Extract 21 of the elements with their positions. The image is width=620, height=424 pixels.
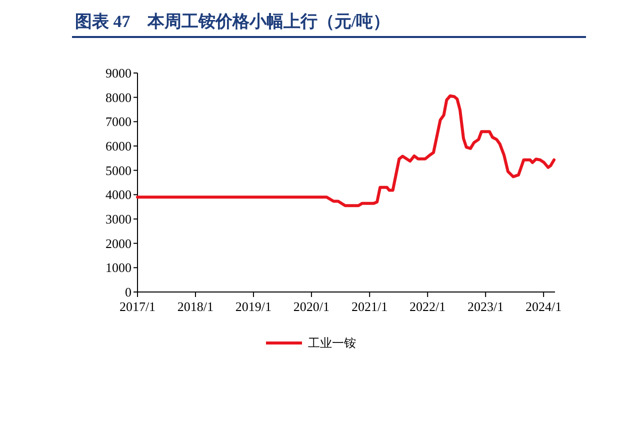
x-tick-label: 2017/1 (119, 299, 156, 314)
y-tick-label: 8000 (106, 90, 132, 105)
x-tick-label: 2022/1 (410, 299, 446, 314)
y-tick-label: 5000 (106, 162, 132, 178)
y-tick-label: 2000 (106, 236, 132, 251)
x-tick-label: 2018/1 (177, 299, 214, 314)
y-tick-label: 6000 (106, 138, 132, 154)
chart-title: 图表 47 本周工铵价格小幅上行（元/吨） (75, 12, 390, 31)
x-tick-label: 2024/1 (526, 299, 562, 314)
x-tick-label: 2023/1 (468, 299, 504, 314)
y-tick-label: 1000 (106, 260, 132, 276)
y-tick-label: 0 (125, 284, 132, 300)
y-tick-label: 3000 (106, 212, 132, 226)
x-tick-label: 2019/1 (235, 299, 272, 314)
y-tick-label: 4000 (106, 187, 132, 202)
x-tick-label: 2021/1 (352, 299, 388, 314)
legend-label: 工业一铵 (308, 336, 356, 350)
y-tick-label: 7000 (106, 114, 132, 130)
x-tick-label: 2020/1 (293, 299, 330, 314)
legend: 工业一铵 (266, 336, 356, 350)
y-tick-label: 9000 (106, 66, 132, 80)
